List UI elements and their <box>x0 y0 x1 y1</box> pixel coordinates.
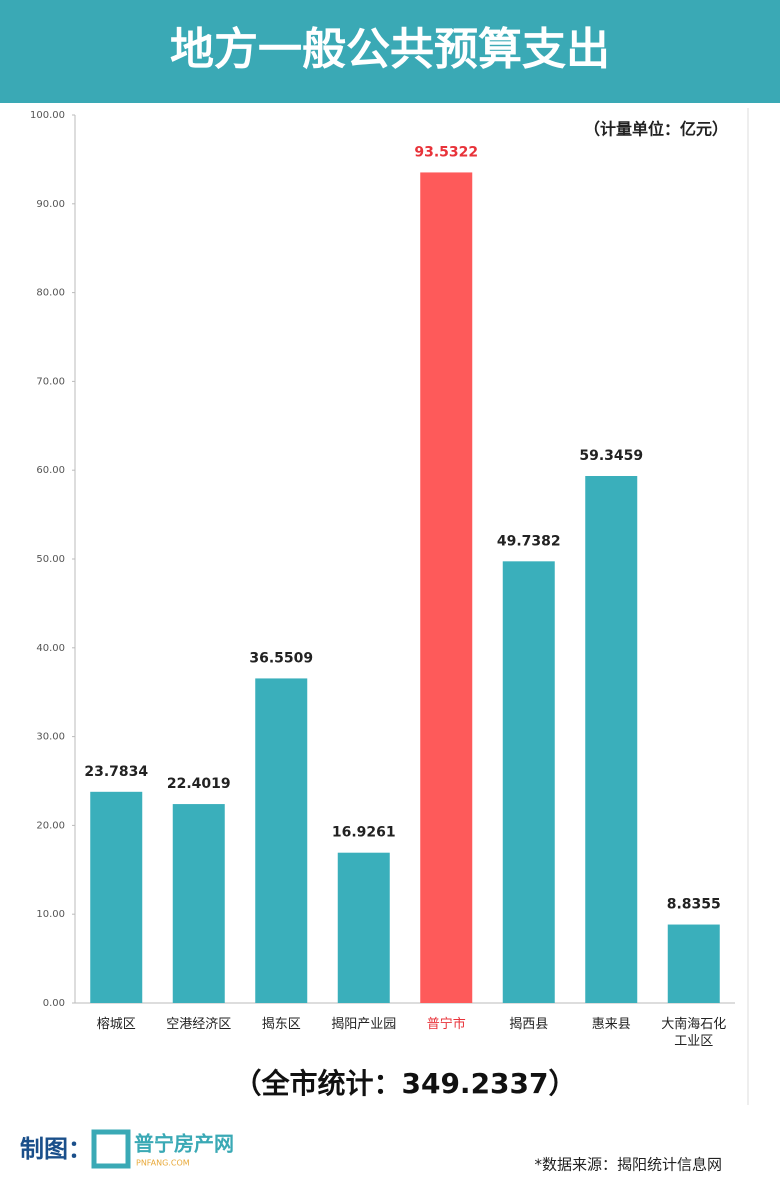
y-tick-label: 30.00 <box>36 732 65 743</box>
bar <box>172 804 225 1003</box>
chart-title: 地方一般公共预算支出 <box>170 24 610 75</box>
y-tick-label: 100.00 <box>30 110 65 121</box>
x-tick-label: 榕城区 <box>96 1017 136 1032</box>
value-label: 59.3459 <box>579 448 643 464</box>
bar <box>585 476 638 1003</box>
value-label: 93.5322 <box>414 144 478 160</box>
bar <box>255 678 308 1003</box>
logo-site: PNFANG.COM <box>136 1159 190 1168</box>
x-tick-label: 揭阳产业园 <box>331 1017 397 1032</box>
bar <box>502 561 555 1003</box>
x-tick-label: 大南海石化工业区 <box>661 1017 727 1049</box>
bar <box>667 924 720 1003</box>
logo-name: 普宁房产网 <box>134 1132 234 1156</box>
value-label: 8.8355 <box>667 897 721 913</box>
bar <box>90 791 143 1003</box>
x-tick-label: 空港经济区 <box>166 1017 232 1032</box>
header-band <box>0 0 780 103</box>
value-label: 49.7382 <box>497 533 561 549</box>
y-tick-label: 60.00 <box>36 465 65 476</box>
y-tick-label: 20.00 <box>36 820 65 831</box>
source: *数据来源：揭阳统计信息网 <box>534 1156 722 1174</box>
bar <box>337 852 390 1003</box>
value-label: 23.7834 <box>84 764 148 780</box>
x-tick-label: 揭西县 <box>509 1017 549 1032</box>
x-tick-label: 普宁市 <box>426 1017 466 1032</box>
bar <box>420 172 473 1003</box>
unit-note: （计量单位：亿元） <box>584 120 728 139</box>
value-label: 16.9261 <box>332 825 396 841</box>
y-tick-label: 70.00 <box>36 376 65 387</box>
y-tick-label: 50.00 <box>36 554 65 565</box>
x-tick-label: 惠来县 <box>591 1017 631 1032</box>
value-label: 22.4019 <box>167 776 231 792</box>
y-tick-label: 10.00 <box>36 909 65 920</box>
made-by: 制图： <box>20 1135 92 1163</box>
y-tick-label: 90.00 <box>36 199 65 210</box>
y-tick-label: 80.00 <box>36 288 65 299</box>
value-label: 36.5509 <box>249 650 313 666</box>
total-note: （全市统计：349.2337） <box>233 1067 576 1100</box>
y-tick-label: 40.00 <box>36 643 65 654</box>
logo-icon <box>91 1129 131 1169</box>
x-tick-label: 揭东区 <box>261 1017 301 1032</box>
y-tick-label: 0.00 <box>43 998 65 1009</box>
